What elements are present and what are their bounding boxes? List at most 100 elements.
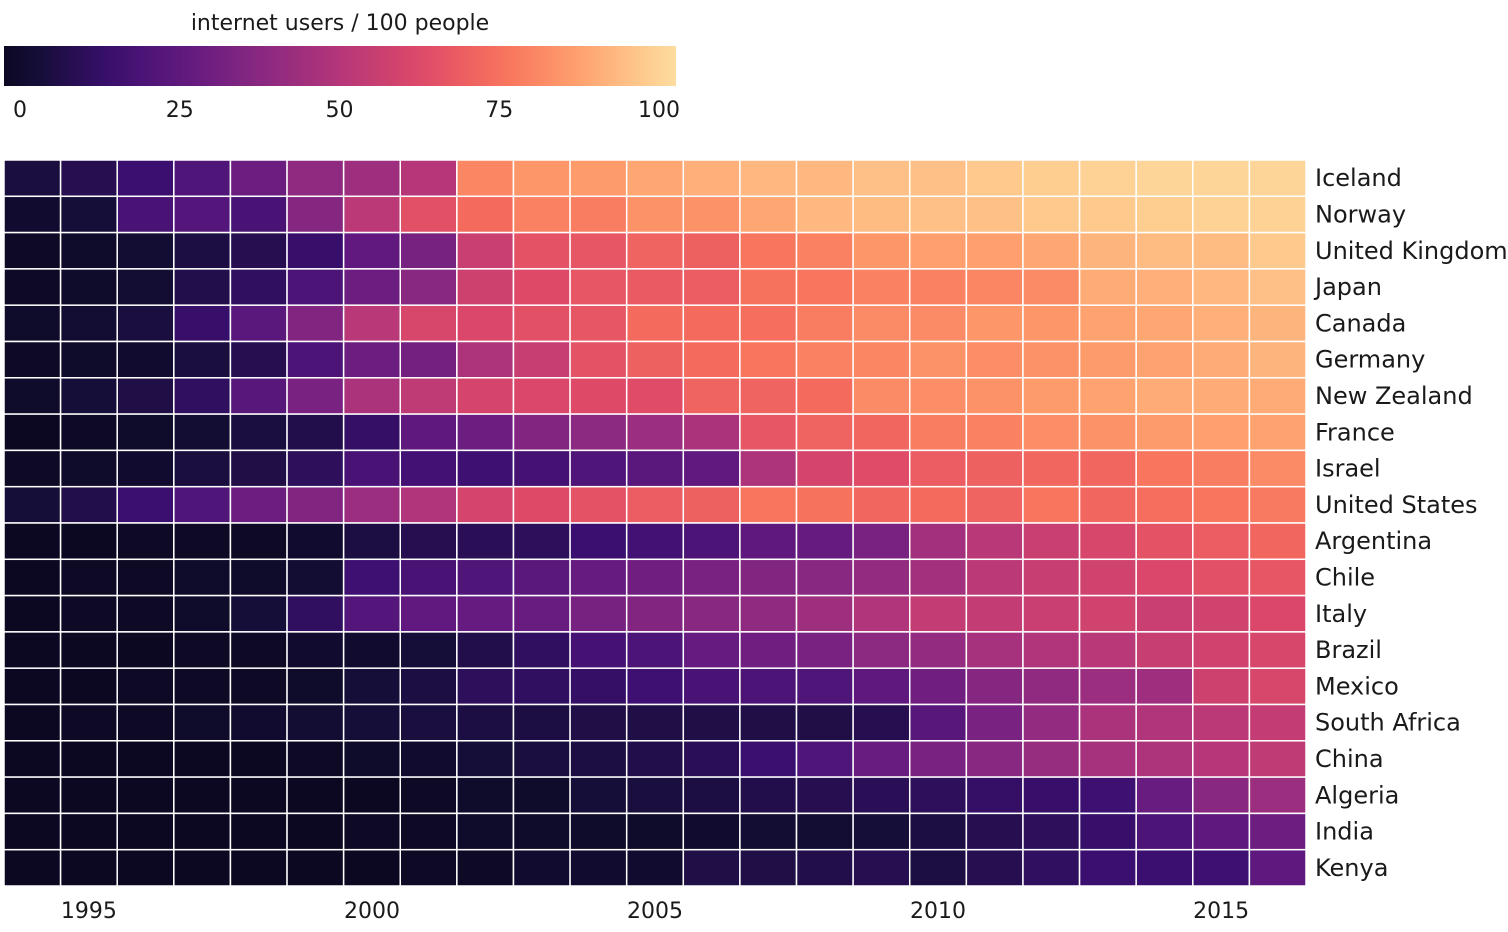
heatmap-cell [399,594,458,633]
heatmap-cell [342,667,402,706]
country-label: Chile [1315,563,1375,591]
heatmap-cell [682,558,741,597]
heatmap-cell [1022,558,1081,597]
heatmap-cell [342,377,402,415]
heatmap-cell [795,195,854,234]
heatmap-cell [682,594,741,633]
heatmap-cell [965,667,1024,706]
heatmap-cell [625,703,685,742]
heatmap-cell [286,776,345,815]
heatmap-cell [1192,304,1251,343]
heatmap-cell [625,377,685,415]
legend-tick-label: 100 [638,98,680,123]
heatmap-cell [569,594,628,633]
heatmap-cell [456,268,515,306]
x-tick-label: 1995 [61,899,117,924]
heatmap-cell [116,594,175,633]
heatmap-cell [116,558,175,597]
heatmap-cell [682,776,741,815]
heatmap-cell [456,304,515,343]
heatmap-cell [173,522,232,561]
heatmap-cell [229,848,288,887]
heatmap-cell [1022,449,1081,488]
heatmap-cell [1135,812,1194,851]
heatmap-cell [3,304,62,343]
heatmap-cell [795,776,854,815]
heatmap-cell [342,231,402,270]
heatmap-cell [1192,740,1251,778]
heatmap-cell [682,268,741,306]
heatmap-cell [1248,195,1307,234]
heatmap-cell [1248,485,1307,524]
heatmap-cell [342,776,402,815]
heatmap-cell [1022,159,1081,198]
heatmap-cell [1078,413,1137,452]
heatmap-cell [739,522,798,561]
heatmap-cell [1078,667,1137,706]
heatmap-cell [399,231,458,270]
heatmap-cell [1248,159,1307,198]
heatmap-cell [569,268,628,306]
heatmap-cell [1192,558,1251,597]
heatmap-cell [342,740,402,778]
heatmap-cell [1022,231,1081,270]
heatmap-cell [795,740,854,778]
heatmap-cell [739,377,798,415]
heatmap-cell [286,594,345,633]
heatmap-cell [625,304,685,343]
heatmap-cell [286,377,345,415]
heatmap-cell [173,449,232,488]
heatmap-cell [116,776,175,815]
heatmap-cell [1078,377,1137,415]
heatmap-cell [286,558,345,597]
heatmap-cell [1192,522,1251,561]
heatmap-cell [456,485,515,524]
heatmap-cell [1078,848,1137,887]
heatmap-cell [1135,159,1194,198]
heatmap-cell [59,485,118,524]
heatmap-cell [399,812,458,851]
heatmap-cell [286,340,345,379]
heatmap-cell [173,631,232,669]
heatmap-cell [399,703,458,742]
heatmap-cell [116,848,175,887]
heatmap-cell [965,848,1024,887]
heatmap-cell [625,740,685,778]
heatmap-cell [795,304,854,343]
heatmap-cell [59,522,118,561]
heatmap-cell [682,304,741,343]
heatmap-cell [1022,304,1081,343]
heatmap-cell [1192,413,1251,452]
heatmap-cell [286,195,345,234]
heatmap-cell [399,159,458,198]
heatmap-cell [965,485,1024,524]
heatmap-cell [456,740,515,778]
heatmap-cell [456,340,515,379]
heatmap-cell [3,195,62,234]
legend-ticks: 0 25 50 75 100 [13,98,680,123]
heatmap-cell [286,485,345,524]
heatmap-cell [965,522,1024,561]
heatmap-cell [1192,268,1251,306]
x-tick-label: 2000 [344,899,400,924]
heatmap-cell [795,812,854,851]
heatmap-cell [625,268,685,306]
heatmap-cell [1135,195,1194,234]
heatmap-cell [1135,740,1194,778]
heatmap-cell [59,848,118,887]
heatmap-cell [342,703,402,742]
heatmap-cell [908,848,968,887]
heatmap-cell [1135,703,1194,742]
heatmap-cell [1078,268,1137,306]
heatmap-cell [1192,848,1251,887]
heatmap-cell [739,812,798,851]
heatmap-cell [1078,485,1137,524]
country-label: Italy [1315,600,1367,628]
heatmap-cell [286,268,345,306]
heatmap-cell [512,340,571,379]
heatmap-cell [456,812,515,851]
heatmap-cell [342,522,402,561]
country-labels: Iceland Norway United Kingdom Japan Canada Ge… [1313,164,1508,882]
heatmap-cell [1022,776,1081,815]
heatmap-cell [512,558,571,597]
